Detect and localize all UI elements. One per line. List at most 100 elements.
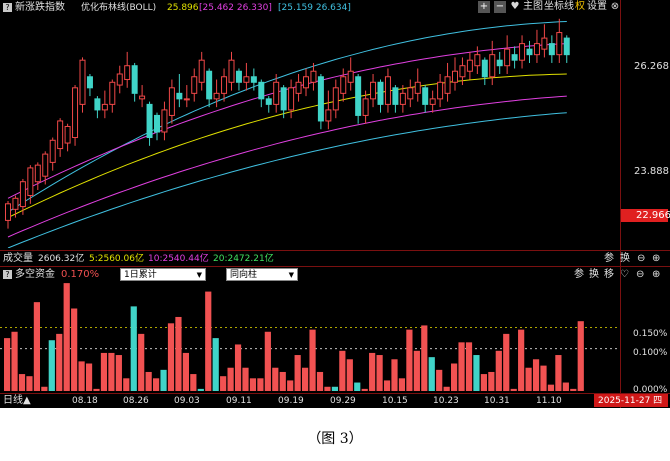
fund-bar	[525, 367, 532, 391]
candle-body	[392, 87, 399, 105]
fund-move-button[interactable]: 移	[604, 269, 614, 280]
fund-bar	[309, 329, 316, 391]
bar-style-dropdown[interactable]: 同向柱 ▼	[226, 268, 298, 281]
fund-bar	[495, 350, 502, 391]
fund-bar	[480, 374, 487, 391]
fund-param-button[interactable]: 参	[574, 269, 584, 280]
candle-body	[340, 76, 347, 94]
fund-bar	[503, 333, 510, 391]
fund-bar	[48, 340, 55, 391]
candle-body	[526, 48, 533, 56]
candle-body	[161, 109, 168, 133]
fund-bar	[398, 378, 406, 391]
fund-bar	[257, 378, 264, 391]
volume-param-button[interactable]: 参	[604, 253, 614, 264]
fund-bar	[428, 357, 435, 391]
rights-adjust-button[interactable]: 权	[575, 1, 585, 12]
fund-zoom-in-icon[interactable]: ⊕	[652, 269, 661, 280]
fund-bar	[346, 359, 353, 391]
zoom-out-icon[interactable]: −	[494, 1, 506, 13]
candle-body	[109, 81, 116, 105]
volume-ma10: 10:2540.44亿	[148, 254, 209, 264]
boll-mid-line	[7, 73, 567, 219]
fund-axis-100: 0.100%	[633, 348, 668, 358]
fund-zoom-out-icon[interactable]: ⊖	[636, 269, 645, 280]
candle-body	[57, 120, 64, 150]
close-icon[interactable]: ⊗	[610, 1, 620, 12]
fund-bar	[234, 344, 242, 391]
boll-band1-value: [25.462 26.330]	[199, 3, 272, 13]
boll-band2-value: [25.159 26.634]	[278, 3, 351, 13]
fund-settings-icon[interactable]: ?	[3, 270, 12, 279]
volume-switch-button[interactable]: 换	[620, 253, 630, 264]
fund-bar	[145, 371, 152, 391]
candle-body	[295, 81, 302, 94]
fund-bar	[249, 378, 257, 391]
fund-panel-title[interactable]: 多空资金	[15, 269, 55, 280]
accumulation-dropdown[interactable]: 1日累计 ▼	[120, 268, 206, 281]
fund-bar	[547, 384, 555, 391]
candle-body	[42, 153, 49, 177]
volume-ma20: 20:2472.21亿	[213, 254, 274, 264]
date-tick-label: 08.26	[123, 396, 149, 406]
candle-body	[265, 98, 272, 105]
date-tick-label: 10.15	[382, 396, 408, 406]
last-price-badge	[621, 209, 668, 222]
volume-zoom-out-icon[interactable]: ⊖	[637, 253, 646, 264]
fund-bar	[316, 371, 324, 391]
candle-body	[355, 76, 362, 116]
fund-bar	[540, 365, 547, 391]
fund-bar	[279, 371, 286, 391]
main-chart-button[interactable]: 主图	[523, 1, 543, 12]
candle-body	[332, 87, 339, 111]
fund-switch-button[interactable]: 换	[589, 269, 599, 280]
fund-bar	[532, 359, 540, 391]
candle-body	[49, 139, 56, 163]
period-selector[interactable]: 日线▲	[3, 395, 31, 406]
volume-label[interactable]: 成交量	[3, 253, 33, 264]
candle-body	[541, 37, 548, 50]
candle-body	[34, 164, 41, 183]
fund-bar	[361, 388, 368, 391]
candle-body	[131, 65, 138, 94]
stock-chart-window: ? 新涨跌指数 优化布林线(BOLL) 25.896 [25.462 26.33…	[0, 0, 670, 408]
boll-upper-line	[7, 43, 567, 199]
fund-bar	[413, 350, 420, 391]
fund-bar	[570, 388, 577, 391]
settings-button[interactable]: 设置	[587, 1, 607, 12]
candle-body	[422, 87, 429, 105]
price-axis-divider	[620, 0, 621, 408]
fund-bar	[153, 378, 160, 391]
candle-body	[533, 43, 540, 56]
crosshair-button[interactable]: 坐标线	[544, 1, 574, 12]
indicator-name[interactable]: 新涨跌指数	[15, 2, 65, 13]
accumulation-dropdown-value: 1日累计	[124, 270, 157, 280]
fund-bar	[18, 374, 26, 391]
candle-body	[206, 70, 213, 100]
current-date-label: 2025-11-27 四	[598, 396, 663, 406]
fund-axis-000: 0.000%	[633, 385, 668, 395]
candle-body	[511, 54, 518, 61]
fund-bar	[518, 329, 525, 391]
candle-body	[72, 87, 79, 139]
fund-bar	[488, 371, 495, 391]
volume-zoom-in-icon[interactable]: ⊕	[652, 253, 661, 264]
candle-body	[12, 197, 19, 210]
zoom-in-icon[interactable]: +	[478, 1, 490, 13]
candlestick-chart[interactable]	[0, 16, 620, 248]
candle-body	[116, 73, 123, 86]
current-date-badge	[594, 394, 668, 407]
fund-bar	[220, 376, 227, 391]
fund-bar	[78, 361, 85, 391]
fund-bar	[294, 355, 301, 391]
chart-settings-icon[interactable]: ?	[3, 3, 12, 12]
date-tick-label: 09.19	[278, 396, 304, 406]
fund-bar	[451, 363, 458, 391]
favorite-heart-icon[interactable]: ♥	[510, 1, 520, 12]
candle-body	[362, 98, 369, 116]
overlay-name[interactable]: 优化布林线(BOLL)	[81, 3, 157, 13]
fund-favorite-icon[interactable]: ♡	[620, 269, 629, 280]
fund-flow-bar-chart[interactable]	[0, 283, 620, 393]
candle-body	[481, 59, 488, 78]
fund-bar	[287, 380, 294, 391]
